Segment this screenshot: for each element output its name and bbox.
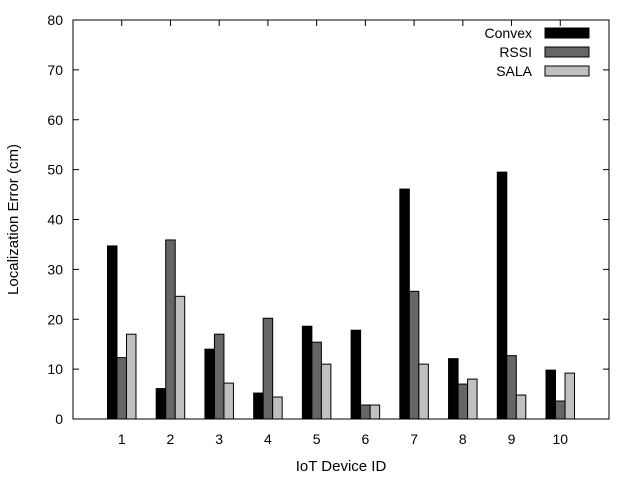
x-tick-label: 9	[508, 431, 516, 447]
bar-convex-10	[545, 369, 557, 420]
legend-swatch	[544, 27, 590, 39]
bar-rssi-9	[506, 355, 517, 420]
y-tick-label: 0	[55, 411, 63, 427]
bar-sala-8	[467, 378, 478, 420]
bar-convex-3	[204, 348, 215, 420]
plot-area	[72, 19, 610, 420]
y-tick-label: 10	[47, 361, 63, 377]
y-tick-label: 20	[47, 311, 63, 327]
y-tick-label: 80	[47, 12, 63, 28]
bar-convex-1	[106, 245, 118, 420]
x-tick-label: 6	[361, 431, 369, 447]
bar-convex-4	[253, 392, 264, 420]
bar-rssi-2	[165, 239, 176, 420]
bar-rssi-6	[360, 404, 371, 420]
y-tick-label: 60	[47, 112, 63, 128]
y-tick-label: 40	[47, 212, 63, 228]
legend-label: RSSI	[499, 44, 532, 60]
bar-convex-5	[301, 325, 313, 420]
bar-sala-1	[125, 333, 137, 420]
bar-convex-7	[399, 188, 410, 420]
x-axis-title: IoT Device ID	[296, 458, 387, 475]
bar-rssi-8	[457, 383, 469, 420]
y-axis-title: Localization Error (cm)	[5, 144, 22, 295]
legend-swatch	[544, 46, 590, 58]
bar-sala-9	[515, 394, 527, 420]
x-tick-label: 1	[118, 431, 126, 447]
bar-rssi-1	[116, 357, 127, 420]
bar-sala-4	[272, 396, 283, 420]
y-tick-label: 50	[47, 162, 63, 178]
bar-convex-2	[155, 388, 167, 420]
bar-sala-10	[564, 372, 576, 420]
bar-convex-6	[350, 329, 362, 420]
x-tick-label: 2	[167, 431, 175, 447]
legend-swatch	[544, 65, 590, 77]
bar-sala-3	[223, 382, 234, 420]
x-tick-label: 5	[313, 431, 321, 447]
legend: Convex RSSI SALA	[485, 25, 590, 79]
x-tick-label: 4	[264, 431, 272, 447]
bar-sala-5	[320, 363, 332, 420]
bar-rssi-5	[311, 341, 322, 420]
y-tick-label: 30	[47, 261, 63, 277]
y-tick-label: 70	[47, 62, 63, 78]
bar-rssi-3	[213, 333, 225, 420]
x-tick-label: 3	[215, 431, 223, 447]
plot-frame	[72, 19, 610, 420]
x-tick-label: 8	[459, 431, 467, 447]
bar-sala-6	[369, 404, 381, 420]
x-tick-label: 10	[552, 431, 568, 447]
x-tick-label: 7	[410, 431, 418, 447]
legend-label: SALA	[496, 63, 532, 79]
bar-sala-2	[174, 295, 186, 420]
bar-rssi-10	[555, 400, 566, 420]
axis-ticks: 0 10 20 30 40 50 60 70 80 1 2 3 4 5 6 7 8 9 10	[47, 12, 609, 447]
bar-convex-8	[448, 358, 459, 420]
bars	[106, 171, 576, 420]
bar-convex-9	[496, 171, 508, 420]
bar-rssi-7	[408, 290, 420, 420]
legend-label: Convex	[485, 25, 532, 41]
bar-sala-7	[418, 363, 429, 420]
bar-rssi-4	[262, 317, 274, 420]
